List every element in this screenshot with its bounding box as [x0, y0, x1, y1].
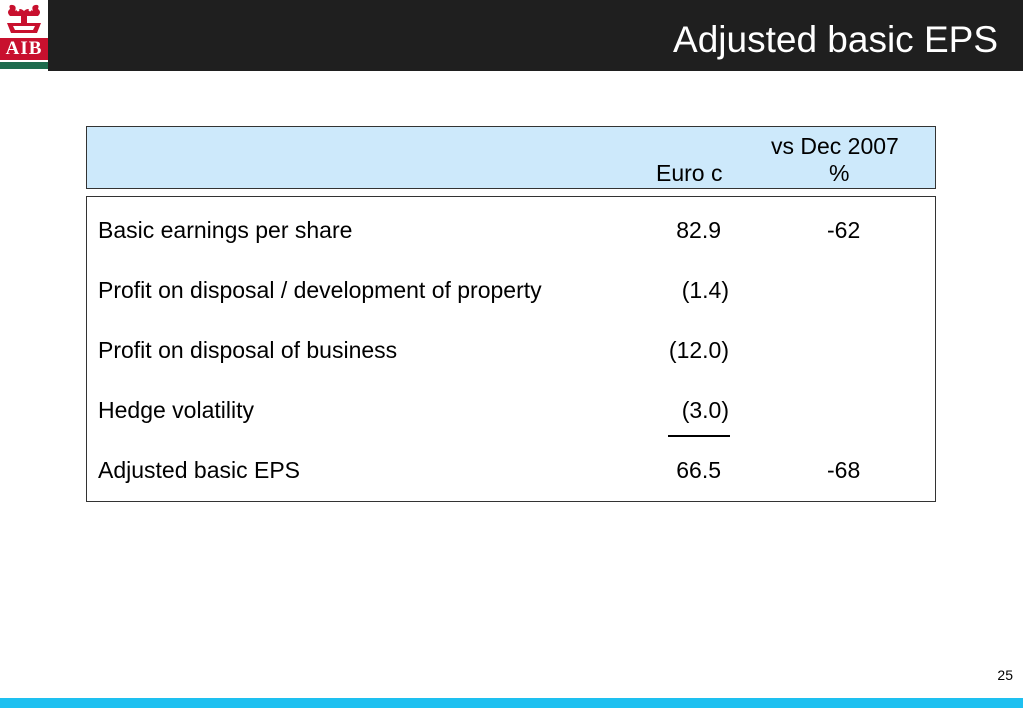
value-column-header: Euro c	[656, 160, 723, 186]
table-row-value: (3.0)	[681, 397, 729, 423]
table-row-label: Profit on disposal / development of prop…	[98, 277, 542, 303]
logo-wordmark-bg	[0, 38, 48, 60]
aib-logo: AIB	[0, 0, 48, 71]
table-row-label: Profit on disposal of business	[98, 337, 398, 363]
change-column-header-line2: %	[829, 160, 850, 186]
table-row-value: (12.0)	[668, 337, 729, 363]
header-bar: AIB Adjusted basic EPS	[0, 0, 1023, 71]
page-number: 25	[997, 667, 1013, 683]
eps-table: Basic earnings per share 82.9 -62 Profit…	[86, 196, 936, 502]
footer-accent-bar	[0, 698, 1023, 708]
ark-emblem-icon	[7, 4, 41, 33]
page-title: Adjusted basic EPS	[673, 19, 998, 60]
column-header-box: vs Dec 2007 % Euro c	[86, 126, 936, 189]
subtotal-rule	[668, 435, 730, 437]
table-row-change: -62	[827, 217, 861, 243]
logo-text: AIB	[5, 38, 43, 59]
table-row-label: Adjusted basic EPS	[98, 457, 301, 483]
table-row-label: Hedge volatility	[98, 397, 254, 423]
table-row-value: 82.9	[676, 217, 721, 243]
table-row-change: -68	[827, 457, 861, 483]
change-column-header-line1: vs Dec 2007	[771, 133, 899, 159]
table-row-value: 66.5	[676, 457, 721, 483]
table-row-value: (1.4)	[681, 277, 729, 303]
logo-stripe	[0, 62, 48, 69]
table-row-label: Basic earnings per share	[98, 217, 353, 243]
